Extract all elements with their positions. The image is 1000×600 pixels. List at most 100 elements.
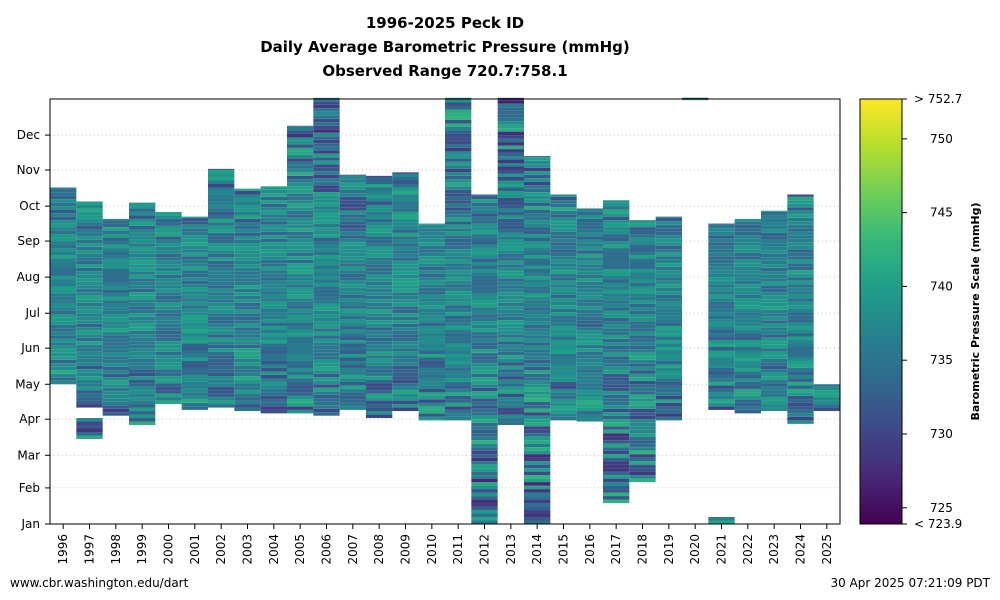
heatmap-cell (50, 202, 77, 207)
heatmap-cell (524, 450, 551, 455)
heatmap-cell (76, 295, 103, 300)
heatmap-cell (392, 253, 419, 258)
heatmap-cell (260, 224, 287, 229)
heatmap-cell (524, 286, 551, 290)
year-column-2024 (787, 194, 814, 424)
heatmap-cell (603, 272, 630, 276)
heatmap-cell (471, 363, 498, 367)
heatmap-cell (181, 228, 208, 232)
heatmap-cell (313, 118, 340, 123)
heatmap-cell (603, 475, 630, 479)
heatmap-cell (102, 412, 129, 416)
heatmap-cell (129, 264, 156, 268)
footer-url[interactable]: www.cbr.washington.edu/dart (10, 576, 189, 590)
heatmap-cell (50, 213, 77, 217)
heatmap-cell (366, 369, 393, 373)
heatmap-cell (366, 236, 393, 240)
heatmap-cell (102, 408, 129, 413)
heatmap-cell (392, 344, 419, 349)
heatmap-cell (708, 371, 735, 375)
heatmap-cell (50, 335, 77, 339)
heatmap-cell (418, 266, 445, 271)
heatmap-cell (76, 232, 103, 237)
heatmap-cell (234, 407, 261, 412)
heatmap-cell (392, 334, 419, 338)
heatmap-cell (445, 277, 472, 281)
heatmap-cell (260, 266, 287, 271)
heatmap-cell (497, 320, 524, 324)
heatmap-cell (313, 213, 340, 217)
heatmap-cell (418, 399, 445, 403)
heatmap-cell (550, 360, 577, 365)
heatmap-cell (550, 270, 577, 274)
heatmap-cell (471, 289, 498, 294)
heatmap-cell (366, 271, 393, 275)
heatmap-cell (471, 251, 498, 256)
heatmap-cell (392, 330, 419, 335)
heatmap-cell (576, 211, 603, 216)
heatmap-cell (471, 499, 498, 504)
heatmap-cell (603, 443, 630, 448)
heatmap-cell (50, 262, 77, 266)
heatmap-cell (603, 352, 630, 357)
heatmap-cell (102, 314, 129, 318)
heatmap-cell (603, 227, 630, 231)
heatmap-cell (813, 386, 840, 391)
heatmap-cell (102, 303, 129, 308)
heatmap-cell (524, 457, 551, 462)
heatmap-cell (155, 327, 182, 331)
heatmap-cell (76, 435, 103, 439)
heatmap-cell (497, 288, 524, 293)
heatmap-cell (50, 359, 77, 364)
heatmap-cell (734, 277, 761, 281)
heatmap-cell (234, 260, 261, 265)
x-tick-label-2007: 2007 (346, 534, 360, 565)
heatmap-cell (629, 262, 656, 266)
heatmap-cell (366, 320, 393, 324)
heatmap-cell (603, 251, 630, 256)
heatmap-cell (603, 489, 630, 493)
heatmap-cell (471, 237, 498, 242)
heatmap-cell (655, 319, 682, 323)
heatmap-cell (471, 345, 498, 350)
heatmap-cell (524, 377, 551, 381)
heatmap-cell (471, 227, 498, 231)
heatmap-cell (787, 200, 814, 204)
heatmap-cell (313, 104, 340, 109)
heatmap-cell (129, 386, 156, 391)
heatmap-cell (208, 299, 235, 303)
heatmap-cell (497, 197, 524, 202)
heatmap-cell (208, 362, 235, 366)
heatmap-cell (392, 232, 419, 237)
heatmap-cell (629, 377, 656, 381)
heatmap-cell (418, 263, 445, 267)
heatmap-cell (734, 357, 761, 361)
heatmap-cell (366, 379, 393, 384)
heatmap-cell (787, 364, 814, 368)
heatmap-cell (392, 184, 419, 188)
heatmap-cell (576, 239, 603, 244)
heatmap-cell (339, 238, 366, 243)
heatmap-cell (76, 362, 103, 366)
heatmap-cell (734, 350, 761, 354)
heatmap-cell (445, 374, 472, 379)
heatmap-cell (260, 294, 287, 299)
heatmap-cell (418, 416, 445, 421)
heatmap-cell (339, 374, 366, 379)
heatmap-cell (50, 342, 77, 346)
heatmap-cell (260, 301, 287, 306)
heatmap-cell (708, 238, 735, 243)
heatmap-cell (471, 202, 498, 207)
heatmap-cell (208, 236, 235, 240)
heatmap-cell (603, 216, 630, 221)
heatmap-cell (445, 238, 472, 243)
heatmap-cell (550, 354, 577, 358)
heatmap-cell (208, 187, 235, 191)
heatmap-cell (76, 320, 103, 324)
heatmap-cell (734, 333, 761, 337)
heatmap-cell (655, 280, 682, 285)
heatmap-cell (208, 243, 235, 247)
y-tick-label-Feb: Feb (19, 481, 40, 495)
heatmap-cell (102, 342, 129, 346)
heatmap-cell (576, 222, 603, 226)
